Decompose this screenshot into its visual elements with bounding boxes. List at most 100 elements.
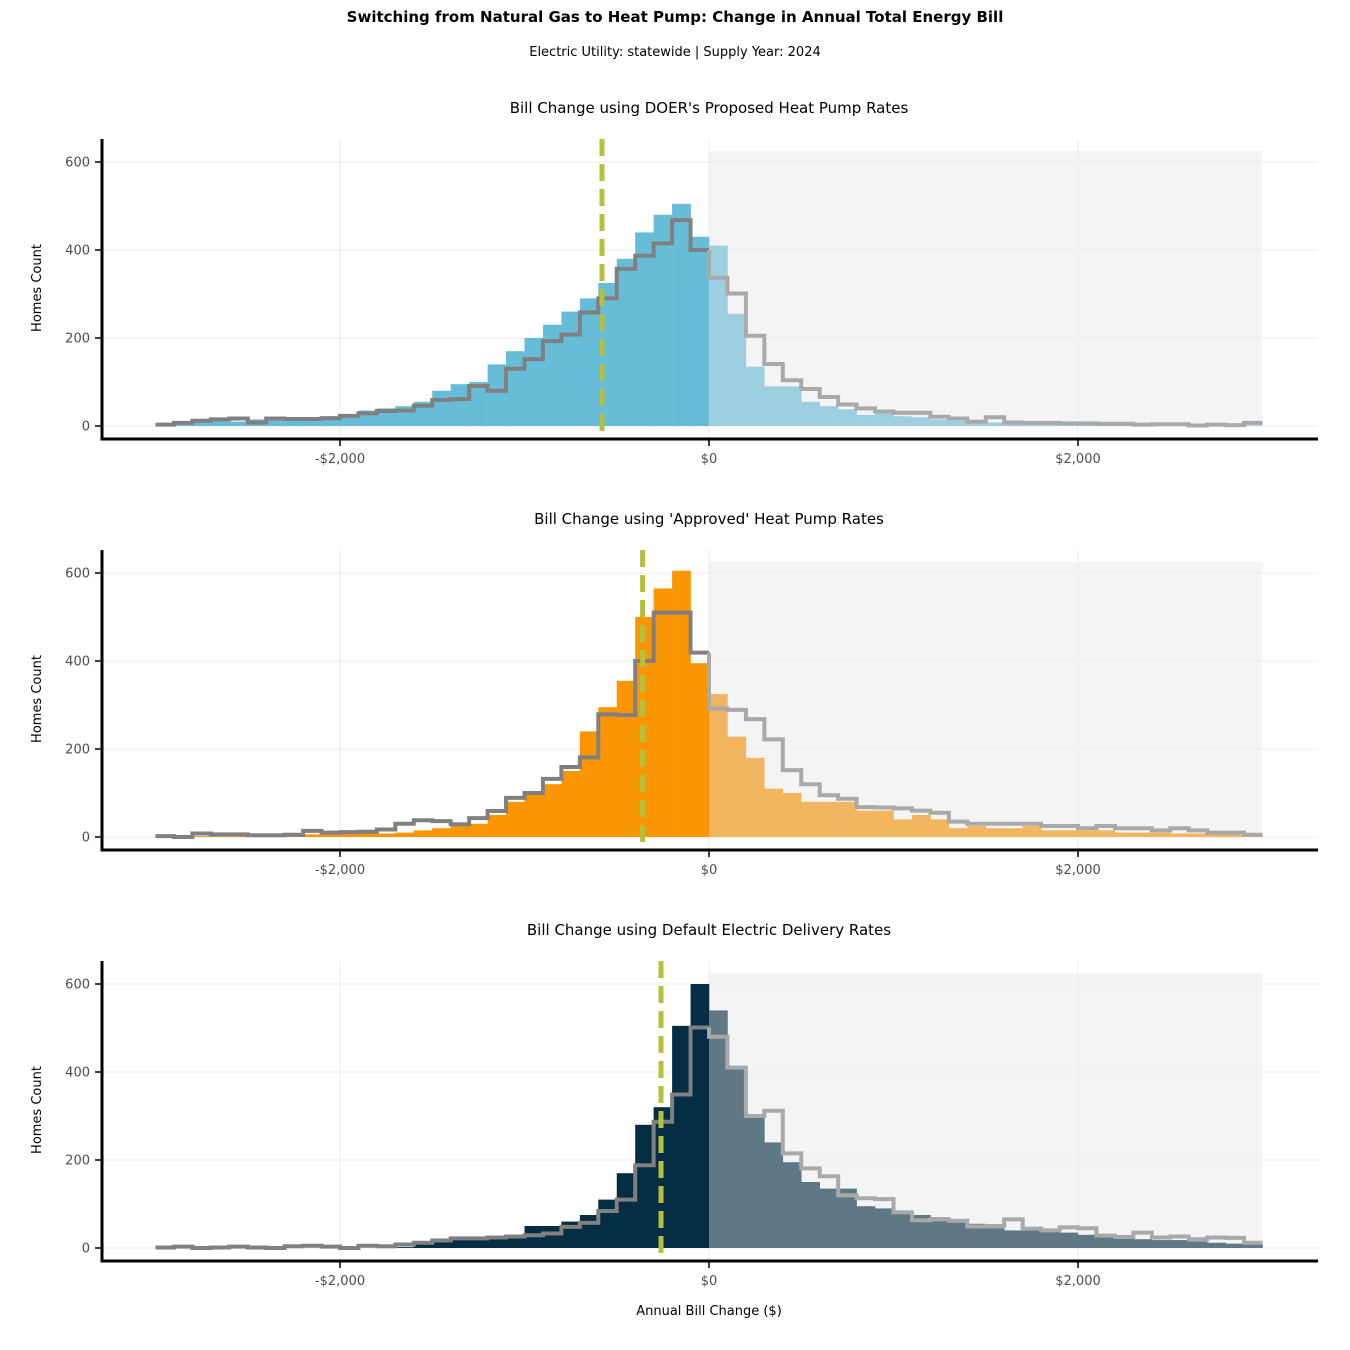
- histogram-bar: [1114, 832, 1134, 837]
- histogram-bar: [542, 784, 562, 837]
- histogram-bar: [432, 390, 451, 426]
- histogram-bar: [192, 420, 212, 426]
- x-axis-label: Annual Bill Change ($): [636, 1304, 782, 1319]
- histogram-bar: [1188, 1241, 1208, 1248]
- histogram-bar: [856, 810, 876, 837]
- histogram-bar: [1225, 833, 1245, 837]
- histogram-bar: [413, 401, 433, 426]
- y-tick-label: 600: [65, 567, 90, 582]
- histogram-bar: [1022, 1228, 1042, 1248]
- histogram-bar: [450, 1237, 470, 1248]
- y-tick-label: 400: [65, 1066, 90, 1081]
- histogram-bar: [745, 366, 765, 426]
- histogram-bar: [1225, 1243, 1245, 1248]
- histogram-bar: [358, 833, 378, 837]
- histogram-bar: [506, 801, 525, 837]
- histogram-bar: [1114, 1238, 1134, 1248]
- histogram-bar: [229, 421, 249, 426]
- histogram-bar: [709, 245, 728, 426]
- histogram-bar: [782, 386, 802, 426]
- x-tick-label: $2,000: [1055, 1274, 1101, 1289]
- histogram-bar: [967, 826, 987, 837]
- histogram-bar: [1207, 1242, 1226, 1248]
- histogram-bar: [616, 680, 636, 837]
- histogram-bar: [542, 324, 562, 426]
- histogram-bar: [838, 1188, 857, 1248]
- comparison-step-line-positive: [707, 652, 1263, 837]
- y-tick-label: 600: [65, 156, 90, 171]
- histogram-bar: [598, 1199, 618, 1248]
- comparison-step-line-positive: [707, 250, 1263, 428]
- histogram-bar: [413, 830, 433, 837]
- histogram-bar: [487, 815, 507, 837]
- histogram-bar: [616, 1173, 636, 1248]
- histogram-bar: [690, 236, 710, 426]
- panel-1-plot: 0 200 400 600 -$2,000 $0 $2,000: [65, 139, 1318, 467]
- x-tick-label: $2,000: [1055, 452, 1101, 467]
- x-tick-label: $0: [701, 863, 718, 878]
- panel-1-title: Bill Change using DOER's Proposed Heat P…: [510, 99, 909, 117]
- histogram-bar: [579, 1215, 599, 1248]
- histogram-bar: [911, 815, 931, 837]
- y-tick-label: 200: [65, 332, 90, 347]
- histogram-bar: [856, 1206, 876, 1248]
- histogram-bar: [1059, 1232, 1079, 1248]
- comparison-step-line-positive: [707, 1027, 1263, 1245]
- histogram-bar: [1041, 830, 1060, 837]
- x-tick-label: -$2,000: [315, 863, 365, 878]
- y-tick-label: 0: [82, 1242, 90, 1257]
- histogram-bar: [1022, 826, 1042, 837]
- histogram-bar: [819, 1188, 839, 1248]
- histogram-bar: [653, 588, 673, 837]
- histogram-bar: [893, 416, 913, 426]
- panel-2: Bill Change using 'Approved' Heat Pump R…: [30, 510, 1318, 878]
- histogram-bar: [450, 826, 470, 837]
- y-tick-label: 0: [82, 420, 90, 435]
- histogram-bar: [395, 1247, 415, 1248]
- histogram-bar: [727, 313, 747, 426]
- histogram-bar: [506, 351, 525, 426]
- histogram-bar: [948, 1221, 968, 1248]
- histogram-bar: [764, 386, 784, 426]
- histogram-bar: [911, 1215, 931, 1248]
- comparison-step-line-negative: [155, 218, 709, 427]
- y-tick-label: 400: [65, 655, 90, 670]
- y-tick-label: 400: [65, 244, 90, 259]
- histogram-bar: [524, 338, 544, 426]
- histogram-bar: [450, 384, 470, 426]
- histogram-bar: [579, 298, 599, 426]
- histogram-bar: [1078, 830, 1097, 837]
- histogram-bar: [893, 1212, 913, 1248]
- y-tick-label: 0: [82, 831, 90, 846]
- x-tick-label: $0: [701, 452, 718, 467]
- histogram-bar: [967, 421, 987, 426]
- figure-title: Switching from Natural Gas to Heat Pump:…: [347, 8, 1004, 26]
- histogram-bar: [672, 1025, 691, 1248]
- histogram-bar: [524, 793, 544, 837]
- panel-2-plot: 0 200 400 600 -$2,000 $0 $2,000: [65, 550, 1318, 878]
- histogram-bar: [598, 707, 618, 837]
- histogram-bar: [948, 420, 968, 426]
- histogram-bar: [967, 1223, 987, 1248]
- histogram-bar: [561, 771, 581, 837]
- x-tick-label: -$2,000: [315, 1274, 365, 1289]
- histogram-bar: [727, 1067, 747, 1248]
- histogram-bar: [340, 415, 359, 426]
- histogram-bar: [1059, 830, 1079, 837]
- histogram-bar: [782, 793, 802, 837]
- histogram-bar: [1096, 1237, 1116, 1248]
- histogram-bar: [469, 382, 488, 426]
- histogram-bar: [690, 984, 710, 1248]
- histogram-bar: [303, 419, 322, 426]
- histogram-bar: [266, 419, 285, 426]
- histogram-bar: [616, 258, 636, 426]
- histogram-bar: [1096, 830, 1116, 837]
- histogram-bar: [1078, 1234, 1097, 1248]
- histogram-bar: [579, 731, 599, 837]
- histogram-bar: [764, 788, 784, 837]
- histogram-bar: [745, 1116, 765, 1248]
- histogram-bar: [875, 1208, 894, 1248]
- panel-3-plot: 0 200 400 600 -$2,000 $0 $2,000: [65, 961, 1318, 1289]
- histogram-bar: [709, 1010, 728, 1248]
